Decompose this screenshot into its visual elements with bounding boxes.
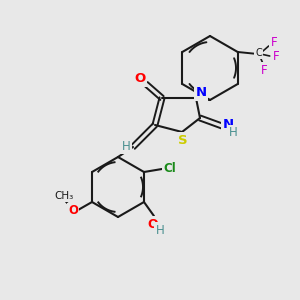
Text: F: F — [272, 50, 279, 62]
Text: H: H — [156, 224, 164, 236]
Text: F: F — [260, 64, 267, 76]
Text: Cl: Cl — [164, 163, 176, 176]
Text: CH₃: CH₃ — [54, 191, 74, 201]
Text: N: N — [222, 118, 234, 131]
Text: O: O — [148, 218, 158, 230]
Text: O: O — [68, 205, 78, 218]
Text: S: S — [178, 134, 188, 146]
Text: N: N — [195, 86, 207, 100]
Text: F: F — [270, 37, 277, 50]
Text: H: H — [229, 127, 237, 140]
Text: H: H — [122, 140, 130, 152]
Text: C: C — [255, 49, 262, 58]
Text: O: O — [134, 73, 146, 85]
